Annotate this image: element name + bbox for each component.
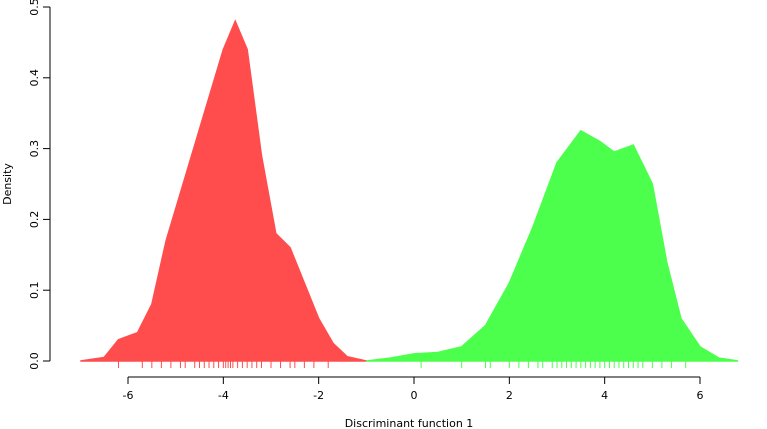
x-tick-label: 6 bbox=[697, 389, 704, 402]
y-tick-label: 0.2 bbox=[28, 211, 41, 229]
y-tick-label: 0.3 bbox=[28, 140, 41, 158]
x-axis-label: Discriminant function 1 bbox=[345, 417, 474, 429]
x-tick-label: 2 bbox=[506, 389, 513, 402]
x-tick-label: -2 bbox=[313, 389, 324, 402]
y-tick-label: 0.0 bbox=[28, 352, 41, 370]
x-tick-label: -6 bbox=[123, 389, 134, 402]
y-tick-label: 0.1 bbox=[28, 281, 41, 299]
y-tick-label: 0.5 bbox=[28, 0, 41, 16]
y-axis-label: Density bbox=[1, 163, 14, 205]
x-tick-label: 0 bbox=[411, 389, 418, 402]
x-tick-label: -4 bbox=[218, 389, 229, 402]
density-area bbox=[80, 19, 367, 362]
y-tick-label: 0.4 bbox=[28, 69, 41, 87]
density-area bbox=[366, 129, 739, 362]
x-tick-label: 4 bbox=[601, 389, 608, 402]
